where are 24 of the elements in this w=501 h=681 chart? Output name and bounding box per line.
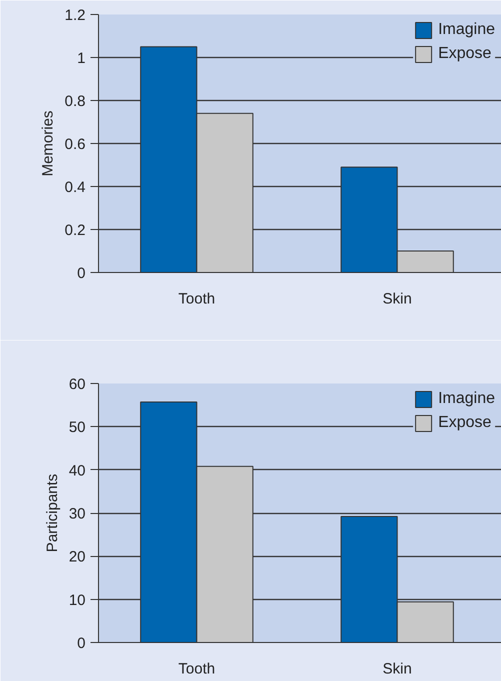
legend-label: Imagine [438, 21, 495, 39]
x-tick-label: Skin [382, 660, 412, 678]
y-tick-label: 0.2 [64, 222, 86, 239]
legend-label: Expose [438, 45, 492, 63]
x-tick-label: Tooth [178, 290, 216, 308]
x-tick-label: Tooth [178, 660, 216, 678]
y-tick-label: 30 [68, 506, 86, 522]
legend-label: Imagine [438, 390, 495, 408]
y-tick-label: 0.4 [64, 179, 86, 196]
y-tick-label: 1.2 [64, 7, 86, 24]
legend-label: Expose [438, 414, 492, 432]
y-tick-label: 40 [68, 462, 86, 480]
y-axis-title: Participants [44, 474, 61, 552]
y-tick-label: 0 [77, 265, 86, 282]
y-tick-label: 10 [68, 592, 86, 609]
y-tick-label: 50 [68, 419, 86, 436]
y-axis-title: Memories [40, 110, 57, 176]
y-tick-label: 0.6 [64, 136, 86, 153]
y-tick-label: 0.8 [64, 93, 86, 110]
x-tick-label: Skin [382, 290, 412, 308]
y-tick-label: 20 [68, 548, 86, 566]
y-tick-label: 60 [68, 376, 86, 393]
y-tick-label: 0 [77, 635, 86, 652]
y-tick-label: 1 [77, 50, 86, 67]
